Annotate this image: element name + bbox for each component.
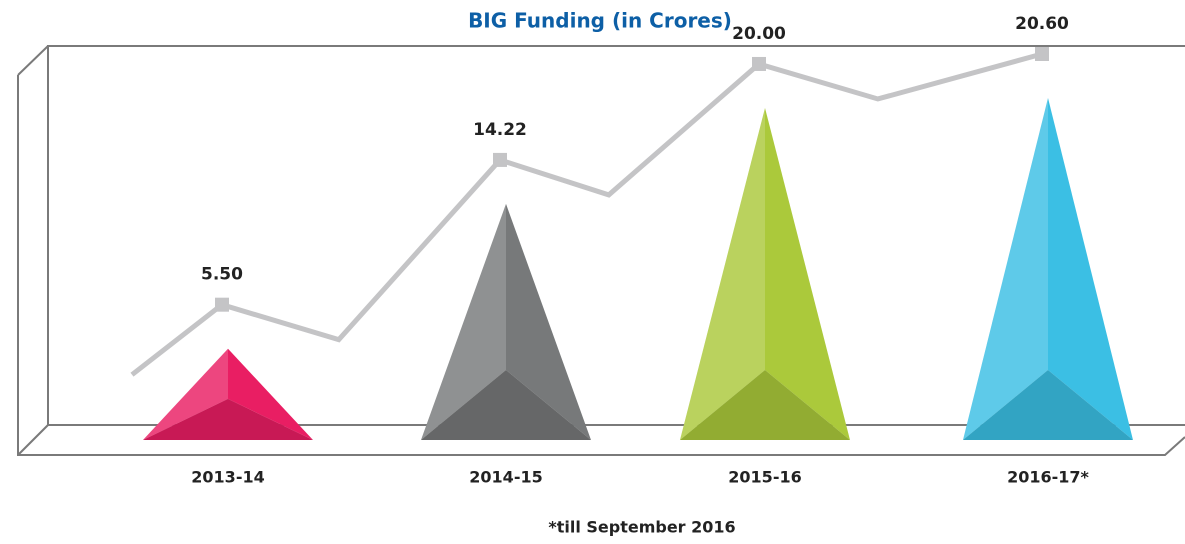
pyramid-base-shade (143, 398, 313, 440)
pyramid-face (680, 107, 765, 440)
pyramid-face (421, 203, 506, 440)
pyramid-face-light (143, 348, 228, 440)
pyramid (680, 107, 850, 440)
data-label: 14.22 (473, 120, 527, 140)
chart-title: BIG Funding (in Crores) (468, 9, 732, 33)
line-layer (130, 51, 1043, 377)
line-marker (215, 297, 229, 312)
data-label: 5.50 (201, 265, 243, 285)
footnote: *till September 2016 (548, 518, 735, 537)
pyramid-face (963, 98, 1048, 440)
data-label: 20.60 (1015, 14, 1069, 34)
frame-edge (17, 424, 49, 456)
pyramid-base (143, 398, 313, 440)
pyramid-base-shade (963, 370, 1133, 440)
pyramid-base (963, 370, 1133, 440)
pyramid-face (228, 348, 313, 440)
pyramid-face (1048, 98, 1133, 440)
line-marker (752, 56, 766, 71)
pyramid-face (506, 203, 591, 440)
back-panel (47, 45, 1185, 426)
pyramid (143, 348, 313, 440)
pyramid-face (765, 107, 850, 440)
trend-line (130, 51, 1043, 377)
pyramid-face-light (680, 107, 765, 440)
x-tick-label: 2013-14 (191, 468, 264, 487)
x-tick-label: 2015-16 (728, 468, 801, 487)
pyramid-face-light (421, 203, 506, 440)
pyramid-base (680, 370, 850, 440)
line-marker (493, 152, 507, 167)
front-edge (17, 75, 1185, 456)
frame (17, 45, 1185, 456)
pyramid-base (421, 370, 591, 440)
x-tick-label: 2014-15 (469, 468, 542, 487)
pyramid (421, 203, 591, 440)
pyramid-base-shade (680, 370, 850, 440)
pyramid-face-light (963, 98, 1048, 440)
line-marker (1035, 47, 1049, 61)
pyramid-base-shade (421, 370, 591, 440)
x-tick-label: 2016-17* (1007, 468, 1089, 487)
data-label: 20.00 (732, 24, 786, 44)
frame-edge (17, 45, 49, 76)
pyramid-face (143, 348, 228, 440)
pyramid (963, 98, 1133, 440)
